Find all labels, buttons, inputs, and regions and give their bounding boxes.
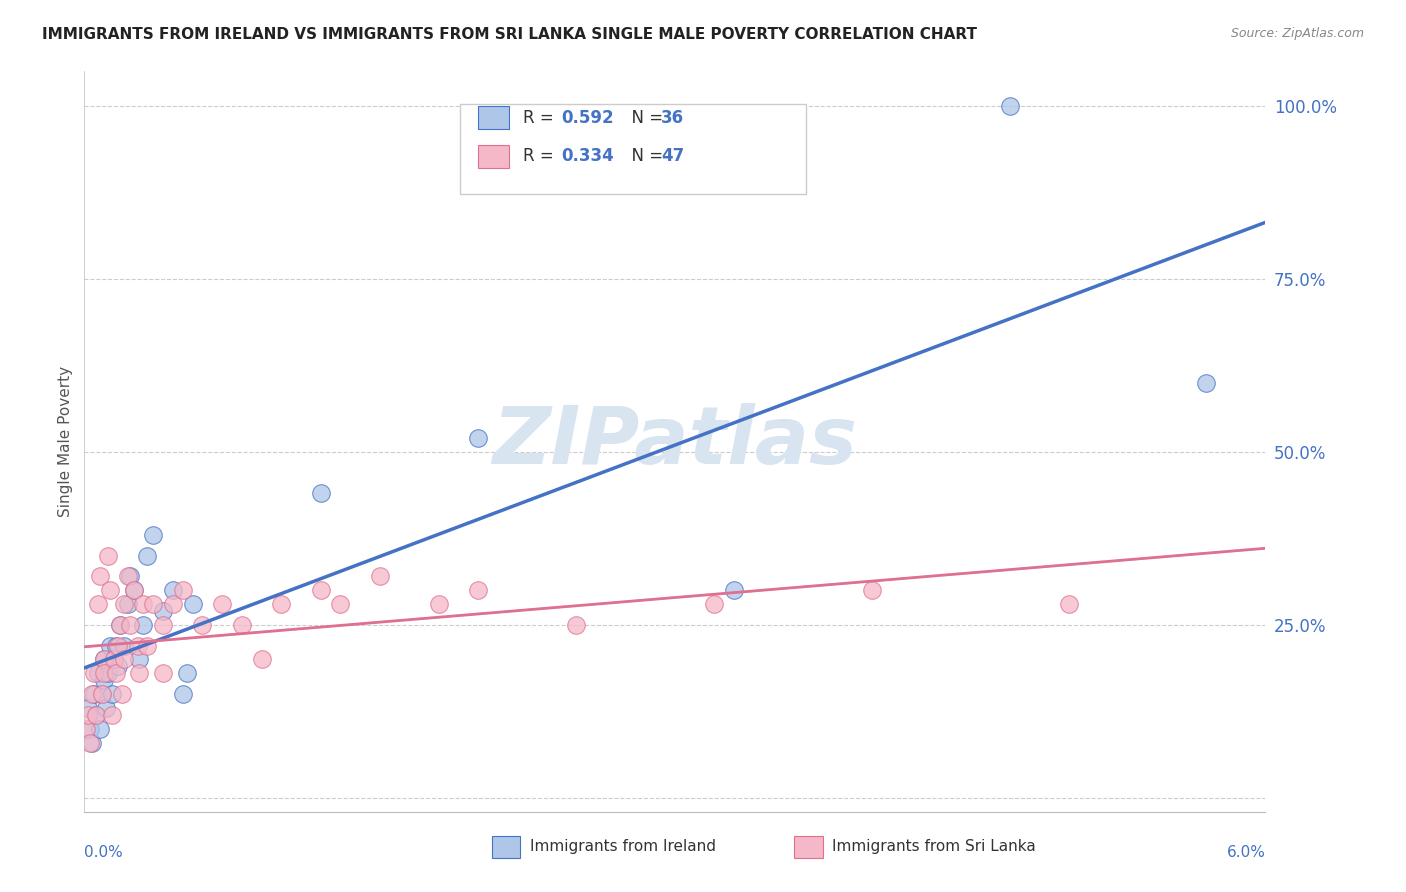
Point (97, 549, 120, 563)
Y-axis label: Single Male Poverty: Single Male Poverty (58, 366, 73, 517)
Point (162, 597, 184, 611)
Text: 0.592: 0.592 (561, 109, 613, 127)
Point (368, 569, 391, 583)
Text: Source: ZipAtlas.com: Source: ZipAtlas.com (1230, 27, 1364, 40)
Point (104, 639, 127, 653)
Point (107, 659, 129, 673)
Point (181, 597, 204, 611)
Point (1057, 597, 1080, 611)
Text: 0.0%: 0.0% (84, 845, 124, 860)
Point (211, 597, 233, 611)
Point (117, 597, 139, 611)
Point (172, 687, 194, 701)
Point (93, 652, 115, 666)
Point (94, 701, 117, 715)
Point (152, 666, 174, 681)
Point (84, 707, 107, 722)
Text: 47: 47 (661, 147, 685, 165)
Point (98, 583, 121, 598)
Point (83, 687, 105, 701)
Point (84, 707, 107, 722)
Point (108, 618, 131, 632)
Text: Immigrants from Ireland: Immigrants from Ireland (530, 839, 716, 855)
Point (89, 722, 111, 736)
Point (112, 652, 135, 666)
Point (127, 639, 149, 653)
Point (122, 583, 145, 598)
Point (87, 666, 110, 681)
Point (77, 701, 100, 715)
Text: ZIPatlas: ZIPatlas (492, 402, 858, 481)
Point (112, 639, 135, 653)
Point (723, 583, 745, 598)
Point (97, 666, 120, 681)
Text: 6.0%: 6.0% (1226, 845, 1265, 860)
Point (467, 583, 489, 598)
Point (101, 687, 124, 701)
Point (176, 666, 198, 681)
Text: R =: R = (523, 147, 560, 165)
Point (136, 639, 159, 653)
Text: 36: 36 (661, 109, 683, 127)
Point (91, 687, 114, 701)
Point (142, 528, 165, 542)
Point (1195, 376, 1218, 390)
Point (136, 549, 159, 563)
Point (132, 597, 155, 611)
Point (231, 618, 253, 632)
Point (82, 687, 104, 701)
Point (112, 597, 135, 611)
Text: IMMIGRANTS FROM IRELAND VS IMMIGRANTS FROM SRI LANKA SINGLE MALE POVERTY CORRELA: IMMIGRANTS FROM IRELAND VS IMMIGRANTS FR… (42, 27, 977, 42)
Point (142, 597, 165, 611)
Point (860, 583, 883, 598)
Point (108, 618, 131, 632)
Point (89, 569, 111, 583)
Point (309, 486, 332, 500)
Point (128, 666, 150, 681)
Point (107, 639, 129, 653)
Point (565, 618, 588, 632)
Point (118, 618, 141, 632)
Point (83, 666, 105, 681)
Point (309, 583, 332, 598)
Point (98, 639, 121, 653)
Point (101, 707, 124, 722)
Text: 0.334: 0.334 (561, 147, 614, 165)
Point (172, 583, 194, 598)
Point (75, 722, 97, 736)
Text: N =: N = (621, 147, 669, 165)
Text: Immigrants from Sri Lanka: Immigrants from Sri Lanka (832, 839, 1036, 855)
Point (79, 735, 101, 749)
Point (103, 652, 125, 666)
Point (128, 652, 150, 666)
Point (87, 597, 110, 611)
Point (162, 583, 184, 598)
Point (93, 652, 115, 666)
Point (270, 597, 292, 611)
Point (191, 618, 214, 632)
Text: R =: R = (523, 109, 560, 127)
Point (329, 597, 352, 611)
Point (132, 618, 155, 632)
Point (82, 735, 104, 749)
Point (998, 99, 1021, 113)
Point (117, 569, 139, 583)
Point (152, 618, 174, 632)
Point (93, 673, 115, 688)
Point (122, 583, 145, 598)
Point (103, 652, 125, 666)
Point (77, 707, 100, 722)
Point (91, 687, 114, 701)
Point (427, 597, 450, 611)
Point (79, 722, 101, 736)
Point (152, 604, 174, 618)
Point (703, 597, 725, 611)
Point (93, 666, 115, 681)
Text: N =: N = (621, 109, 669, 127)
Point (104, 666, 127, 681)
Point (111, 687, 134, 701)
Point (118, 569, 141, 583)
Point (250, 652, 273, 666)
Point (467, 431, 489, 445)
